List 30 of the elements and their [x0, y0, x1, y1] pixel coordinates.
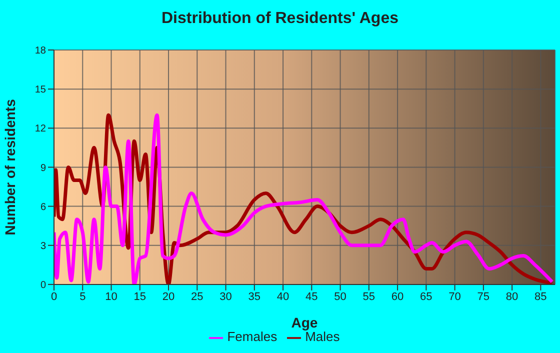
x-tick-label: 25: [191, 291, 204, 304]
y-tick-label: 12: [34, 124, 46, 135]
y-tick-label: 18: [34, 46, 46, 57]
y-axis-title: Number of residents: [2, 98, 18, 236]
x-tick-label: 50: [334, 291, 346, 304]
y-tick-label: 6: [40, 202, 46, 213]
x-tick-label: 45: [306, 291, 318, 304]
x-tick-label: 70: [448, 291, 461, 304]
x-axis-title: Age: [291, 314, 318, 330]
chart-title: Distribution of Residents' Ages: [160, 10, 400, 28]
x-tick-label: 0: [50, 291, 58, 304]
x-tick-label: 35: [248, 291, 261, 304]
y-tick-label: 3: [40, 240, 46, 252]
y-tick-label: 0: [40, 280, 46, 291]
x-tick-label: 30: [220, 291, 232, 304]
x-tick-label: 80: [506, 291, 518, 304]
x-tick-label: 60: [391, 291, 404, 304]
x-tick-label: 55: [362, 291, 376, 304]
x-tick-label: 10: [105, 291, 118, 304]
x-tick-label: 75: [477, 291, 490, 304]
x-tick-label: 5: [80, 291, 86, 304]
y-tick-label: 9: [40, 162, 46, 174]
legend-label: Males: [305, 329, 340, 344]
x-tick-label: 40: [276, 291, 290, 304]
x-tick-label: 15: [134, 291, 146, 304]
x-tick-label: 20: [162, 291, 175, 304]
x-tick-label: 65: [420, 291, 432, 304]
legend-label: Females: [227, 329, 278, 344]
y-tick-label: 15: [34, 84, 46, 96]
x-tick-label: 85: [534, 291, 547, 304]
